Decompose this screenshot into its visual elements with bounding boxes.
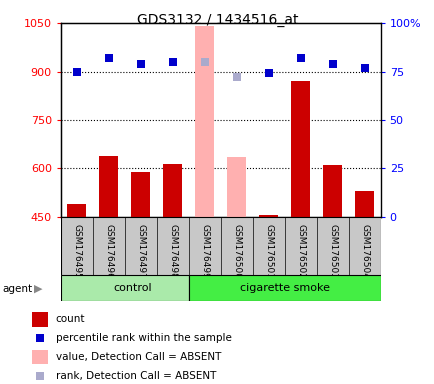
Bar <box>32 350 48 364</box>
Bar <box>61 275 188 301</box>
Text: count: count <box>56 314 85 324</box>
Bar <box>131 172 150 217</box>
Text: GSM176502: GSM176502 <box>296 224 305 279</box>
Bar <box>67 204 86 217</box>
Text: GSM176495: GSM176495 <box>72 224 81 279</box>
Bar <box>290 81 309 217</box>
Text: value, Detection Call = ABSENT: value, Detection Call = ABSENT <box>56 352 220 362</box>
Text: cigarette smoke: cigarette smoke <box>239 283 329 293</box>
Text: GSM176498: GSM176498 <box>168 224 177 279</box>
Text: GSM176501: GSM176501 <box>263 224 273 279</box>
Text: agent: agent <box>2 284 32 294</box>
Text: GSM176496: GSM176496 <box>104 224 113 279</box>
Bar <box>99 156 118 217</box>
Text: control: control <box>113 283 152 293</box>
Text: GSM176497: GSM176497 <box>136 224 145 279</box>
Text: rank, Detection Call = ABSENT: rank, Detection Call = ABSENT <box>56 371 216 381</box>
Text: GDS3132 / 1434516_at: GDS3132 / 1434516_at <box>136 13 298 27</box>
Text: GSM176503: GSM176503 <box>327 224 336 279</box>
Bar <box>322 165 342 217</box>
Bar <box>32 312 48 326</box>
Text: percentile rank within the sample: percentile rank within the sample <box>56 333 231 343</box>
Text: GSM176500: GSM176500 <box>232 224 241 279</box>
Bar <box>195 26 214 217</box>
Text: ▶: ▶ <box>34 284 43 294</box>
Bar <box>227 157 246 217</box>
Bar <box>259 215 278 217</box>
Text: GSM176499: GSM176499 <box>200 224 209 279</box>
Text: GSM176504: GSM176504 <box>359 224 368 279</box>
Bar <box>163 164 182 217</box>
Bar <box>354 191 373 217</box>
Bar <box>188 275 380 301</box>
